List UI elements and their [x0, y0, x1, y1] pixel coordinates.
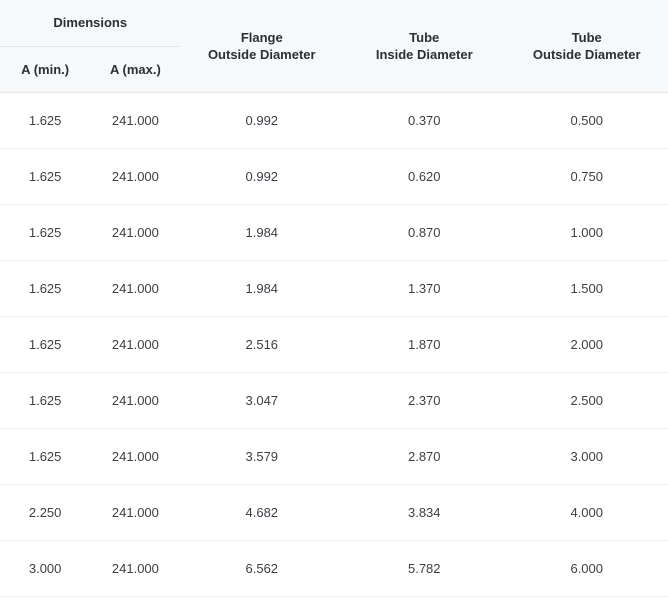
header-tube-od-line2: Outside Diameter [533, 47, 641, 62]
cell-tube_id: 1.370 [343, 261, 505, 317]
cell-tube_id: 0.870 [343, 205, 505, 261]
table-row: 1.625241.0001.9840.8701.000 [0, 205, 668, 261]
cell-tube_id: 1.870 [343, 317, 505, 373]
header-tube-id-line1: Tube [409, 30, 439, 45]
cell-a_min: 1.625 [0, 317, 90, 373]
cell-a_max: 241.000 [90, 205, 180, 261]
cell-a_min: 1.625 [0, 205, 90, 261]
cell-a_min: 1.625 [0, 373, 90, 429]
header-tube-id: Tube Inside Diameter [343, 0, 505, 93]
cell-tube_od: 0.750 [506, 149, 668, 205]
cell-a_min: 3.000 [0, 541, 90, 597]
cell-a_min: 2.250 [0, 485, 90, 541]
header-a-min: A (min.) [0, 46, 90, 93]
cell-tube_od: 2.500 [506, 373, 668, 429]
cell-a_max: 241.000 [90, 317, 180, 373]
cell-flange_od: 4.682 [181, 485, 343, 541]
cell-flange_od: 3.579 [181, 429, 343, 485]
header-flange-od-line1: Flange [241, 30, 283, 45]
table-row: 1.625241.0003.5792.8703.000 [0, 429, 668, 485]
header-a-max: A (max.) [90, 46, 180, 93]
table-row: 1.625241.0002.5161.8702.000 [0, 317, 668, 373]
cell-flange_od: 1.984 [181, 261, 343, 317]
cell-a_max: 241.000 [90, 149, 180, 205]
cell-tube_id: 0.620 [343, 149, 505, 205]
cell-tube_od: 6.000 [506, 541, 668, 597]
cell-tube_od: 1.000 [506, 205, 668, 261]
cell-a_max: 241.000 [90, 93, 180, 149]
cell-a_max: 241.000 [90, 541, 180, 597]
header-flange-od-line2: Outside Diameter [208, 47, 316, 62]
cell-tube_id: 0.370 [343, 93, 505, 149]
table-row: 1.625241.0000.9920.6200.750 [0, 149, 668, 205]
cell-flange_od: 3.047 [181, 373, 343, 429]
cell-tube_od: 3.000 [506, 429, 668, 485]
dimensions-table: Dimensions Flange Outside Diameter Tube … [0, 0, 668, 597]
cell-a_max: 241.000 [90, 261, 180, 317]
cell-tube_id: 2.870 [343, 429, 505, 485]
cell-a_min: 1.625 [0, 93, 90, 149]
table-body: 1.625241.0000.9920.3700.5001.625241.0000… [0, 93, 668, 597]
cell-a_min: 1.625 [0, 149, 90, 205]
cell-a_min: 1.625 [0, 429, 90, 485]
cell-flange_od: 2.516 [181, 317, 343, 373]
header-tube-id-line2: Inside Diameter [376, 47, 473, 62]
header-tube-od: Tube Outside Diameter [506, 0, 668, 93]
table-row: 1.625241.0000.9920.3700.500 [0, 93, 668, 149]
cell-a_max: 241.000 [90, 485, 180, 541]
cell-flange_od: 0.992 [181, 93, 343, 149]
cell-flange_od: 0.992 [181, 149, 343, 205]
cell-tube_id: 5.782 [343, 541, 505, 597]
table-header: Dimensions Flange Outside Diameter Tube … [0, 0, 668, 93]
header-dimensions-group: Dimensions [0, 0, 181, 46]
cell-a_max: 241.000 [90, 373, 180, 429]
table-row: 1.625241.0003.0472.3702.500 [0, 373, 668, 429]
header-tube-od-line1: Tube [572, 30, 602, 45]
table-row: 1.625241.0001.9841.3701.500 [0, 261, 668, 317]
cell-tube_id: 2.370 [343, 373, 505, 429]
cell-tube_id: 3.834 [343, 485, 505, 541]
cell-tube_od: 4.000 [506, 485, 668, 541]
header-flange-od: Flange Outside Diameter [181, 0, 343, 93]
cell-flange_od: 6.562 [181, 541, 343, 597]
cell-tube_od: 1.500 [506, 261, 668, 317]
table-row: 3.000241.0006.5625.7826.000 [0, 541, 668, 597]
cell-flange_od: 1.984 [181, 205, 343, 261]
table-row: 2.250241.0004.6823.8344.000 [0, 485, 668, 541]
cell-tube_od: 2.000 [506, 317, 668, 373]
cell-a_max: 241.000 [90, 429, 180, 485]
cell-a_min: 1.625 [0, 261, 90, 317]
cell-tube_od: 0.500 [506, 93, 668, 149]
